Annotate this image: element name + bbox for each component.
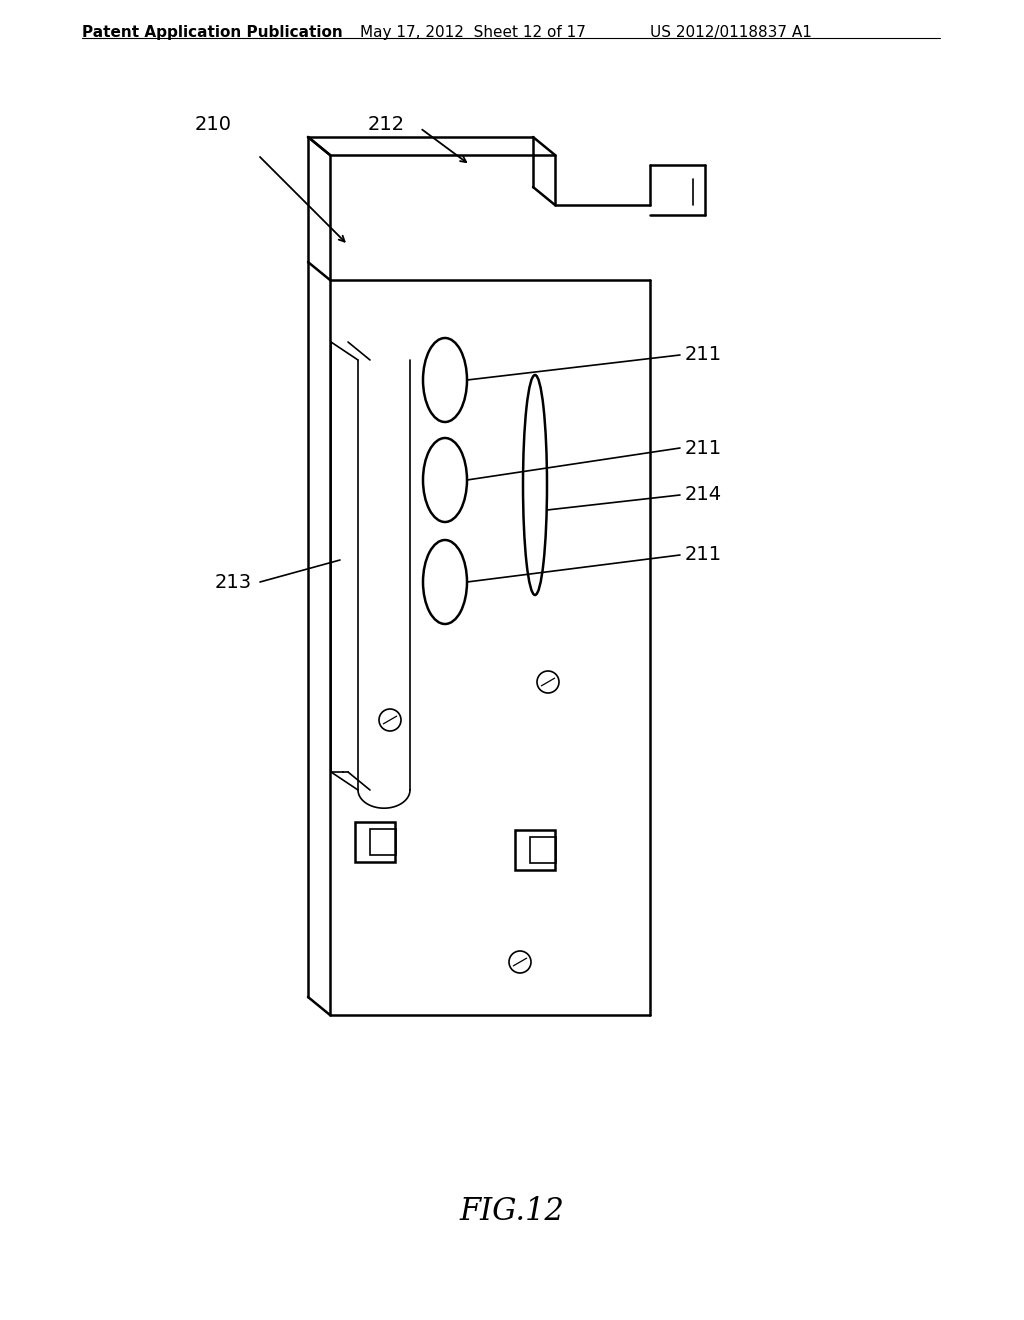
Text: FIG.12: FIG.12 <box>460 1196 564 1228</box>
Text: 212: 212 <box>368 116 406 135</box>
Text: 211: 211 <box>685 438 722 458</box>
Bar <box>530 837 556 863</box>
Bar <box>370 829 396 855</box>
Text: 214: 214 <box>685 486 722 504</box>
Text: US 2012/0118837 A1: US 2012/0118837 A1 <box>650 25 812 40</box>
Bar <box>515 830 555 870</box>
Text: 210: 210 <box>195 116 232 135</box>
Text: Patent Application Publication: Patent Application Publication <box>82 25 343 40</box>
Text: 213: 213 <box>215 573 252 591</box>
Text: 211: 211 <box>685 346 722 364</box>
Bar <box>355 822 395 862</box>
Text: 211: 211 <box>685 545 722 565</box>
Text: May 17, 2012  Sheet 12 of 17: May 17, 2012 Sheet 12 of 17 <box>360 25 586 40</box>
